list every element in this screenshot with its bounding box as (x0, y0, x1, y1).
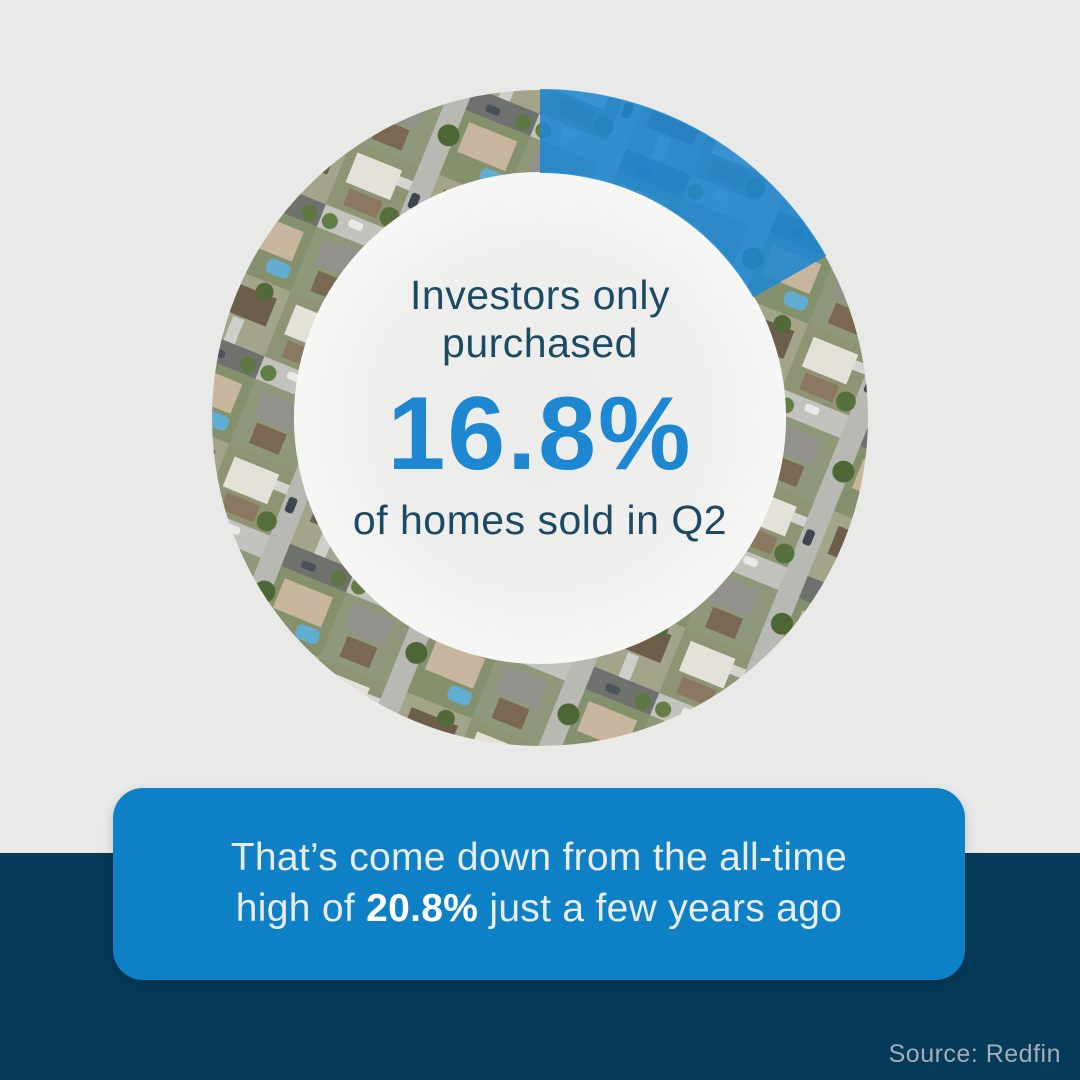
donut-chart (211, 89, 869, 747)
donut-inner-circle (294, 172, 786, 664)
callout-highlight-value: 20.8% (366, 887, 479, 930)
callout-text: That’s come down from the all-time high … (231, 833, 847, 934)
callout-line-2-suffix: just a few years ago (478, 887, 843, 930)
callout-line-2-prefix: high of (235, 887, 367, 930)
callout-line-1: That’s come down from the all-time (230, 836, 848, 880)
center-line-1: Investors only (410, 272, 670, 318)
donut-center-text: Investors only purchased 16.8% of homes … (290, 272, 790, 545)
investor-share-value: 16.8% (387, 376, 693, 493)
investor-share-slice (211, 89, 869, 747)
source-attribution: Source: Redfin (888, 1040, 1061, 1068)
center-line-2: purchased (442, 319, 638, 366)
callout-card: That’s come down from the all-time high … (113, 788, 965, 980)
center-line-3: of homes sold in Q2 (352, 497, 728, 544)
